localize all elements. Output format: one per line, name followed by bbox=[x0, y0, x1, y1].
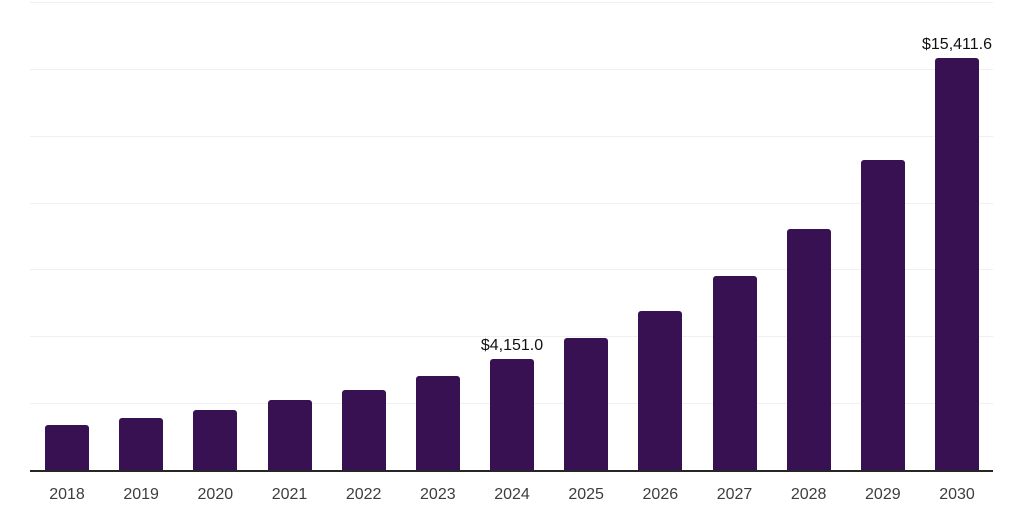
bar-2025 bbox=[564, 337, 609, 470]
x-tick-2026: 2026 bbox=[642, 486, 679, 503]
x-axis-line bbox=[30, 470, 993, 472]
x-tick-2021: 2021 bbox=[271, 486, 308, 503]
x-tick-2024: 2024 bbox=[494, 486, 530, 503]
bar-2029 bbox=[860, 160, 905, 470]
gridline-10000 bbox=[30, 202, 993, 204]
bar-2019 bbox=[119, 417, 164, 470]
bar-2021 bbox=[267, 399, 312, 470]
x-tick-2018: 2018 bbox=[49, 486, 85, 503]
bar-2028 bbox=[786, 228, 831, 470]
x-tick-2027: 2027 bbox=[716, 486, 753, 503]
bar-2022 bbox=[341, 390, 386, 470]
bar-2023 bbox=[415, 375, 460, 470]
bar-2026 bbox=[638, 310, 683, 470]
x-tick-2030: 2030 bbox=[939, 486, 975, 503]
data-label-2024: $4,151.0 bbox=[480, 336, 544, 354]
gridline-5000 bbox=[30, 336, 993, 338]
gridline-15000 bbox=[30, 68, 993, 70]
plot-area bbox=[30, 2, 993, 472]
bar-2018 bbox=[45, 424, 89, 470]
x-tick-2020: 2020 bbox=[197, 486, 234, 503]
bar-2024 bbox=[490, 359, 534, 470]
gridline-7500 bbox=[30, 269, 993, 271]
x-tick-2022: 2022 bbox=[345, 486, 382, 503]
x-tick-2028: 2028 bbox=[790, 486, 827, 503]
data-label-2030: $15,411.6 bbox=[922, 35, 992, 53]
x-tick-2025: 2025 bbox=[568, 486, 604, 503]
x-tick-2023: 2023 bbox=[420, 486, 456, 503]
gridline-17500 bbox=[30, 2, 993, 3]
bar-2030 bbox=[935, 57, 979, 470]
x-tick-2019: 2019 bbox=[123, 486, 159, 503]
x-tick-2029: 2029 bbox=[865, 486, 901, 503]
bar-2027 bbox=[712, 276, 757, 470]
gridline-12500 bbox=[30, 135, 993, 137]
bar-2020 bbox=[193, 410, 238, 470]
